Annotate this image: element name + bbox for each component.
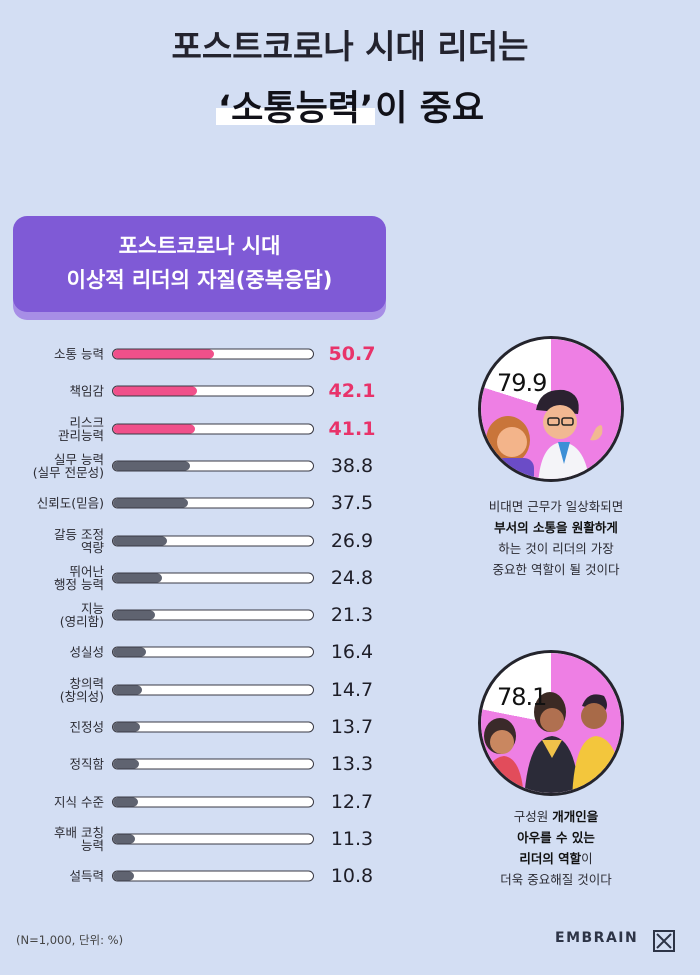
title-highlight: ‘소통능력’ <box>215 80 376 131</box>
bar-label: 실무 능력 (실무 전문성) <box>32 451 104 480</box>
bar-label: 후배 코칭 능력 <box>54 824 104 853</box>
stat-value: 79.9 <box>497 369 547 397</box>
bar-value-label: 12.7 <box>330 790 374 813</box>
bar-track <box>112 497 314 509</box>
bar-row: 책임감 42.1 <box>0 373 400 409</box>
bar-label: 지식 수준 <box>54 794 104 810</box>
bar-track <box>112 796 314 808</box>
stat-circle-individuals: 78.1 <box>478 650 624 796</box>
bar <box>113 573 163 583</box>
bar-label: 성실성 <box>69 644 104 660</box>
bar-track <box>112 833 314 845</box>
bar-label: 창의력 (창의성) <box>59 675 104 704</box>
bar-value-label: 41.1 <box>328 417 376 440</box>
bar-row: 리스크 관리능력 41.1 <box>0 411 400 447</box>
bar <box>113 834 136 844</box>
bar-row: 진정성 13.7 <box>0 709 400 745</box>
bar-label: 정직함 <box>69 756 104 772</box>
bar-track <box>112 572 314 584</box>
bar-row: 지식 수준 12.7 <box>0 784 400 820</box>
bar-row: 신뢰도(믿음) 37.5 <box>0 485 400 521</box>
brand-mark-icon <box>653 930 675 952</box>
bar <box>113 349 214 359</box>
bar-track <box>112 535 314 546</box>
bar-label: 신뢰도(믿음) <box>36 495 104 511</box>
bar-row: 창의력 (창의성) 14.7 <box>0 672 400 708</box>
bar-track <box>112 423 314 435</box>
bar-row: 지능 (영리함) 21.3 <box>0 597 400 633</box>
section-title-line1: 포스트코로나 시대 <box>118 234 281 258</box>
page-title-line1: 포스트코로나 시대 리더는 <box>171 27 529 66</box>
bar <box>113 759 140 769</box>
bar <box>113 797 139 807</box>
bar-value-label: 50.7 <box>328 343 376 365</box>
bar-value-label: 26.9 <box>330 529 374 552</box>
bar <box>113 610 156 620</box>
bar-track <box>112 460 314 472</box>
bar-label: 갈등 조정 역량 <box>54 526 104 555</box>
bar-value-label: 13.7 <box>330 716 374 738</box>
bar-label: 설득력 <box>69 868 104 884</box>
bar-track <box>112 348 314 360</box>
bar-row: 성실성 16.4 <box>0 634 400 670</box>
bar <box>113 647 146 657</box>
bar-label: 소통 능력 <box>54 346 104 362</box>
bar-row: 뛰어난 행정 능력 24.8 <box>0 560 400 596</box>
section-title-line2: 이상적 리더의 자질(중복응답) <box>66 268 333 292</box>
bar <box>113 424 195 434</box>
bar-row: 설득력 10.8 <box>0 858 400 894</box>
bar-label: 지능 (영리함) <box>59 601 104 630</box>
stat-description-2: 구성원 개개인을 아우를 수 있는 리더의 역할이 더욱 중요해질 것이다 <box>500 809 612 887</box>
bar-row: 정직함 13.3 <box>0 746 400 782</box>
bar-value-label: 11.3 <box>330 827 374 850</box>
bar-value-label: 37.5 <box>330 492 374 515</box>
bar-value-label: 38.8 <box>330 454 374 477</box>
bar-value-label: 42.1 <box>328 380 376 403</box>
bar-row: 후배 코칭 능력 11.3 <box>0 821 400 857</box>
bar-row: 소통 능력 50.7 <box>0 336 400 372</box>
section-header: 포스트코로나 시대 이상적 리더의 자질(중복응답) <box>13 216 386 312</box>
bar-track <box>112 870 314 882</box>
stat-circle-communication: 79.9 <box>478 336 624 482</box>
people-illustration-icon <box>486 389 603 479</box>
bar-track <box>112 721 314 733</box>
bar-label: 뛰어난 행정 능력 <box>54 563 104 592</box>
bar-value-label: 21.3 <box>330 604 374 627</box>
stat-description-1: 비대면 근무가 일상화되면 부서의 소통을 원활하게 하는 것이 리더의 가장 중요한… <box>488 499 624 577</box>
bar-track <box>112 758 314 770</box>
bar <box>113 386 197 396</box>
bar <box>113 871 135 881</box>
bar-label: 리스크 관리능력 <box>57 414 104 443</box>
bar-label: 진정성 <box>69 719 104 735</box>
bar-row: 실무 능력 (실무 전문성) 38.8 <box>0 448 400 484</box>
bar-value-label: 14.7 <box>330 678 374 701</box>
bar-value-label: 24.8 <box>330 566 374 589</box>
bar-label: 책임감 <box>69 383 104 399</box>
bar <box>113 722 141 732</box>
page-title-line2: ‘소통능력’이 중요 <box>0 80 700 131</box>
bar-track <box>112 609 314 621</box>
bar-track <box>112 684 314 696</box>
bar <box>113 461 191 471</box>
bar-value-label: 13.3 <box>330 753 374 776</box>
bar <box>113 536 167 545</box>
bar-row: 갈등 조정 역량 26.9 <box>0 523 400 559</box>
bar-value-label: 16.4 <box>330 641 374 664</box>
stat-value: 78.1 <box>497 683 547 711</box>
brand-logo-text: EMBRAIN <box>555 930 639 946</box>
bar <box>113 685 143 695</box>
title-rest: 이 중요 <box>375 89 485 129</box>
bar-track <box>112 385 314 397</box>
bar <box>113 498 188 508</box>
bar-value-label: 10.8 <box>330 865 374 888</box>
bar-track <box>112 646 314 658</box>
group-illustration-icon <box>482 692 621 793</box>
footnote: (N=1,000, 단위: %) <box>16 933 124 947</box>
